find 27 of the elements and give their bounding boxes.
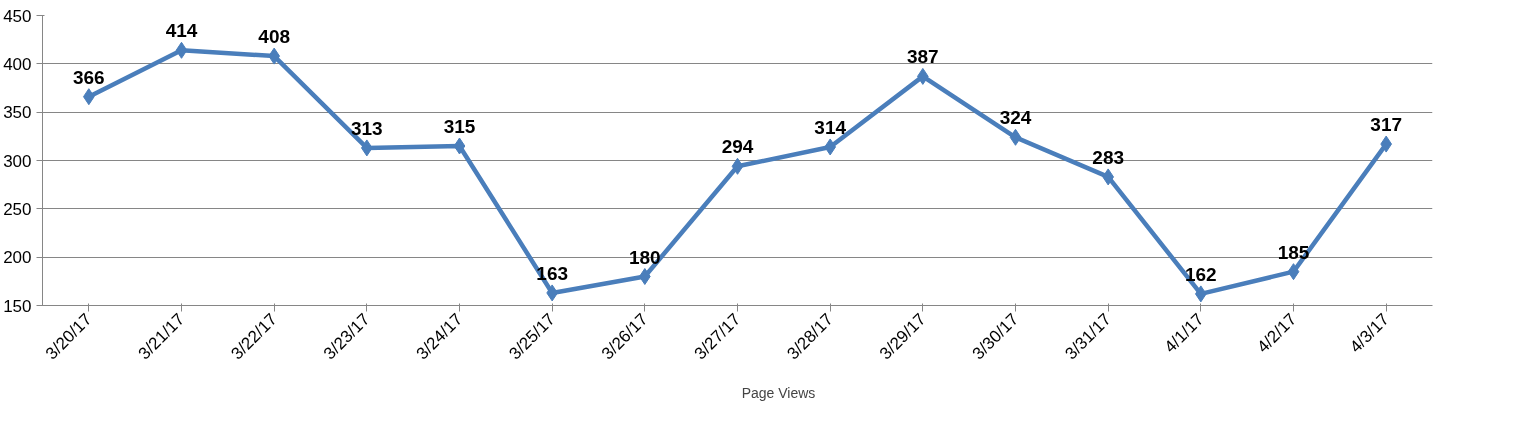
point: [453, 137, 466, 155]
point: [639, 268, 651, 285]
point: [1287, 263, 1300, 281]
y-tick-label: 150: [3, 296, 32, 316]
data-label: 180: [628, 246, 661, 268]
data-label: 313: [350, 117, 383, 139]
data-label: 315: [443, 116, 476, 137]
point: [1009, 128, 1022, 146]
data-label: 414: [165, 20, 198, 42]
data-label: 408: [258, 26, 291, 48]
data-label: 366: [72, 66, 105, 88]
data-label: 162: [1184, 263, 1217, 285]
data-label: 314: [814, 116, 847, 138]
text: Page Views: [741, 385, 816, 401]
point: [175, 41, 188, 59]
data-label: 324: [999, 107, 1032, 129]
data-label: 387: [906, 46, 939, 68]
y-tick-label: 200: [3, 248, 32, 268]
y-tick-label: 350: [3, 103, 32, 123]
data-label: 283: [1092, 146, 1125, 168]
y-tick-label: 400: [3, 54, 32, 74]
y-tick-label: 250: [3, 199, 32, 219]
data-label: 317: [1370, 114, 1403, 136]
point: [731, 157, 744, 175]
y-tick-label: 300: [3, 151, 32, 171]
y-tick-label: 450: [3, 6, 32, 26]
data-label: 294: [721, 136, 754, 158]
